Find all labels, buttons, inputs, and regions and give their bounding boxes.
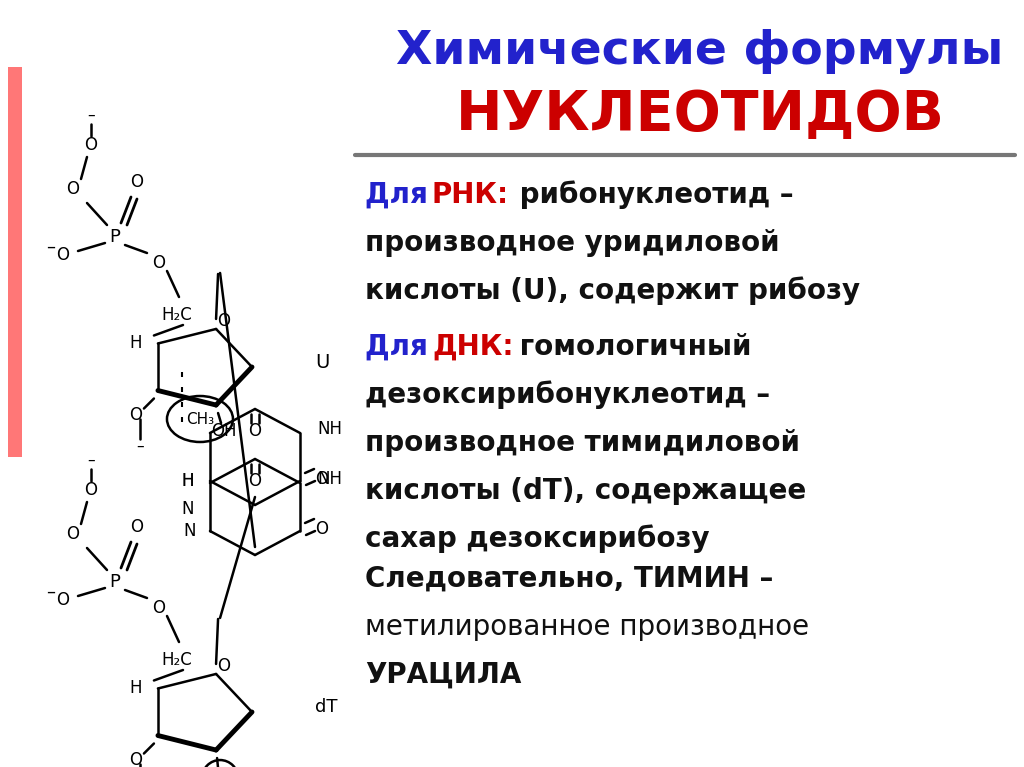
Text: CH₃: CH₃ — [186, 412, 214, 426]
Text: O: O — [217, 657, 230, 675]
Text: P: P — [110, 573, 121, 591]
Text: H: H — [130, 334, 142, 353]
Text: производное уридиловой: производное уридиловой — [365, 229, 779, 257]
Text: N: N — [181, 500, 195, 518]
Text: H: H — [181, 472, 195, 490]
Text: O: O — [56, 591, 70, 609]
Text: U: U — [315, 353, 330, 371]
Text: O: O — [153, 599, 166, 617]
Text: O: O — [217, 312, 230, 330]
Text: кислоты (dT), содержащее: кислоты (dT), содержащее — [365, 477, 806, 505]
Text: Для: Для — [365, 181, 437, 209]
Text: H₂C: H₂C — [162, 306, 193, 324]
Text: –: – — [87, 107, 95, 123]
Text: O: O — [130, 518, 143, 536]
Text: O: O — [249, 472, 261, 490]
Text: O: O — [153, 254, 166, 272]
Text: dT: dT — [315, 698, 338, 716]
Text: O: O — [85, 481, 97, 499]
Text: O: O — [129, 406, 142, 423]
Text: O: O — [130, 173, 143, 191]
Text: ДНК:: ДНК: — [432, 333, 513, 361]
Text: O: O — [56, 246, 70, 264]
Text: –: – — [46, 583, 55, 601]
Text: –: – — [46, 238, 55, 256]
Text: O: O — [315, 470, 329, 488]
Text: –: – — [136, 439, 143, 454]
Text: H₂C: H₂C — [162, 651, 193, 669]
Text: H: H — [130, 680, 142, 697]
Text: H: H — [181, 472, 195, 490]
Text: O: O — [67, 180, 80, 198]
Text: кислоты (U), содержит рибозу: кислоты (U), содержит рибозу — [365, 277, 860, 305]
Text: O: O — [67, 525, 80, 543]
Text: производное тимидиловой: производное тимидиловой — [365, 429, 800, 457]
Text: P: P — [110, 228, 121, 246]
Text: –: – — [87, 453, 95, 468]
Text: НУКЛЕОТИДОВ: НУКЛЕОТИДОВ — [456, 88, 944, 142]
Text: метилированное производное: метилированное производное — [365, 613, 809, 641]
Text: OH: OH — [211, 422, 237, 440]
Text: O: O — [85, 136, 97, 154]
Text: Следовательно, ТИМИН –: Следовательно, ТИМИН – — [365, 565, 773, 593]
Text: рибонуклеотид –: рибонуклеотид – — [510, 181, 794, 209]
Text: РНК:: РНК: — [432, 181, 509, 209]
Text: NH: NH — [317, 470, 343, 488]
Text: гомологичный: гомологичный — [510, 333, 752, 361]
Text: O: O — [315, 520, 329, 538]
Text: сахар дезоксирибозу: сахар дезоксирибозу — [365, 525, 710, 553]
Text: Для: Для — [365, 333, 437, 361]
Text: N: N — [183, 522, 197, 540]
FancyBboxPatch shape — [8, 67, 22, 457]
Text: NH: NH — [317, 420, 343, 438]
Text: O: O — [129, 751, 142, 767]
Text: Химические формулы: Химические формулы — [396, 29, 1004, 74]
Text: O: O — [249, 422, 261, 440]
Text: УРАЦИЛА: УРАЦИЛА — [365, 661, 521, 689]
Text: дезоксирибонуклеотид –: дезоксирибонуклеотид – — [365, 380, 770, 410]
